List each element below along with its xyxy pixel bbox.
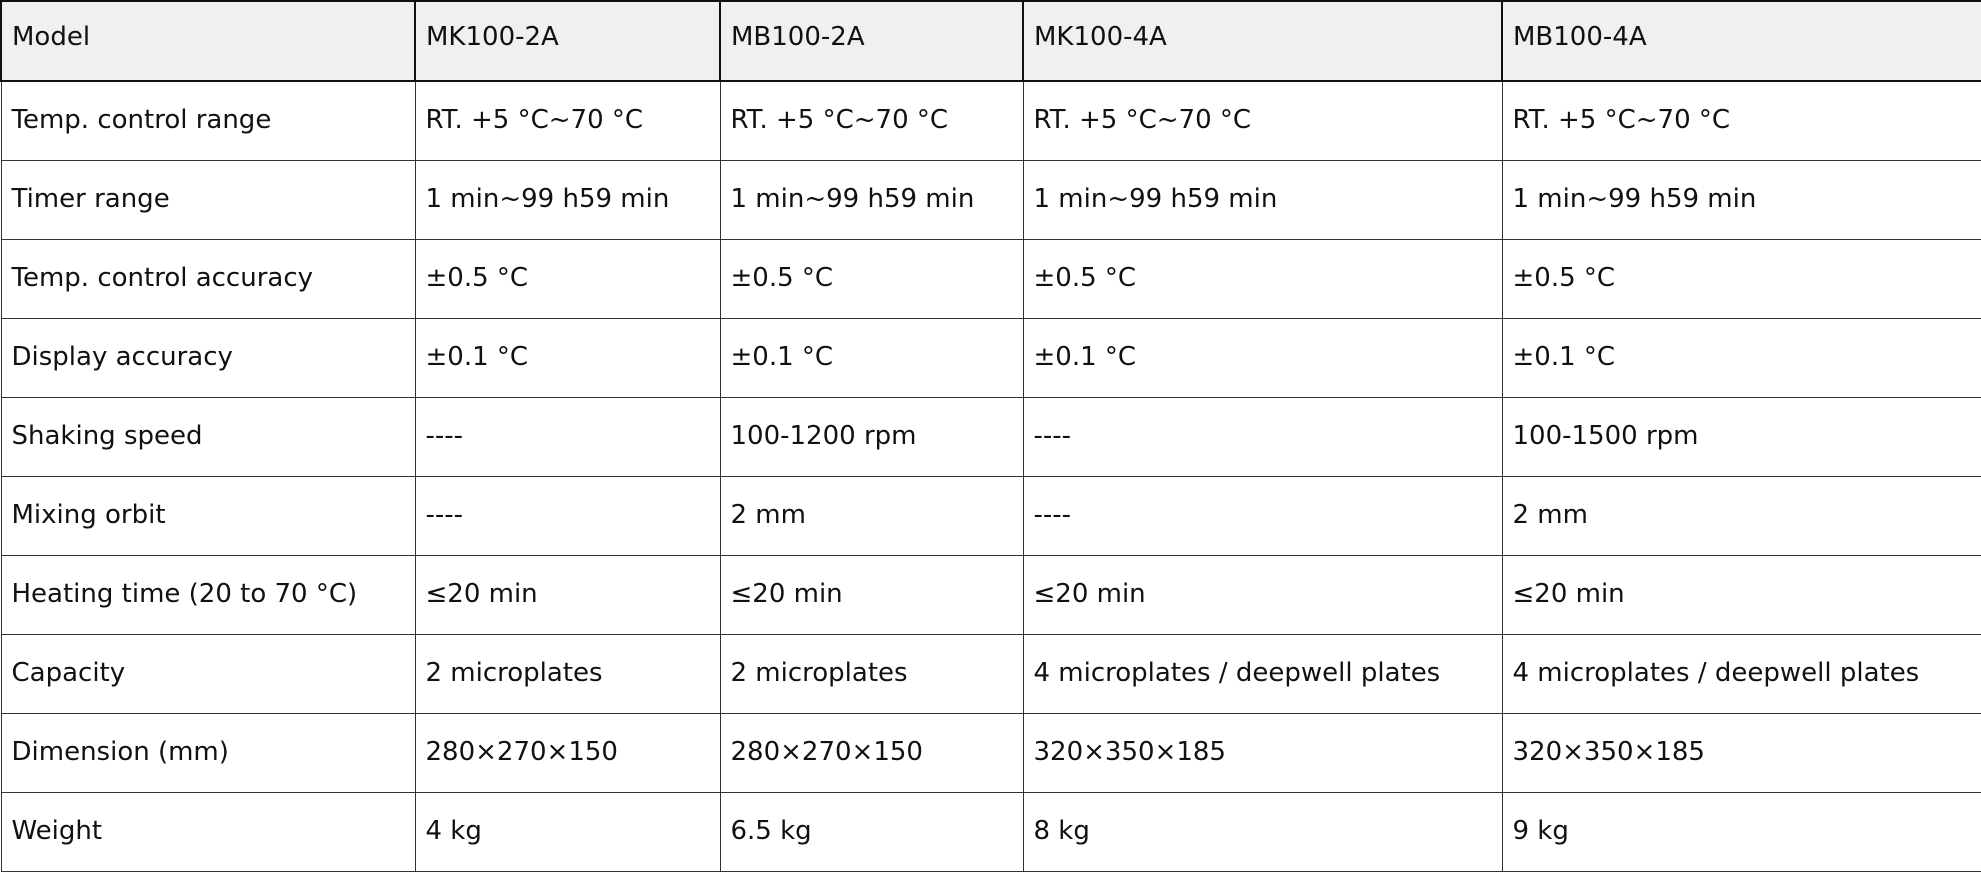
table-cell: RT. +5 °C~70 °C xyxy=(1501,80,1981,161)
table-row: Timer range 1 min~99 h59 min 1 min~99 h59 … xyxy=(0,159,1981,240)
header-cell: MB100-4A xyxy=(1501,0,1981,82)
row-label: Mixing orbit xyxy=(0,475,416,556)
table-row: Capacity 2 microplates 2 microplates 4 micr… xyxy=(0,633,1981,714)
table-cell: 100-1200 rpm xyxy=(719,396,1024,477)
table-row: Shaking speed ---- 100-1200 rpm ---- 100-150… xyxy=(0,396,1981,477)
table-cell: 4 microplates / deepwell plates xyxy=(1501,633,1981,714)
table-cell: 2 microplates xyxy=(719,633,1024,714)
table-cell: 1 min~99 h59 min xyxy=(414,159,721,240)
table-cell: ±0.5 °C xyxy=(719,238,1024,319)
table-header: Model MK100-2A MB100-2A MK100-4A MB100-4A xyxy=(0,0,1981,82)
header-cell: MK100-4A xyxy=(1022,0,1503,82)
header-cell: Model xyxy=(0,0,416,82)
row-label: Heating time (20 to 70 °C) xyxy=(0,554,416,635)
row-label: Weight xyxy=(0,791,416,872)
table-cell: ≤20 min xyxy=(414,554,721,635)
table-cell: ≤20 min xyxy=(1022,554,1503,635)
table-row: Weight 4 kg 6.5 kg 8 kg 9 kg xyxy=(0,791,1981,872)
row-label: Temp. control accuracy xyxy=(0,238,416,319)
table-cell: 280×270×150 xyxy=(414,712,721,793)
table-cell: ≤20 min xyxy=(1501,554,1981,635)
row-label: Timer range xyxy=(0,159,416,240)
row-label: Capacity xyxy=(0,633,416,714)
table-cell: ≤20 min xyxy=(719,554,1024,635)
table-cell: 280×270×150 xyxy=(719,712,1024,793)
table-cell: ---- xyxy=(414,475,721,556)
table-row: Temp. control accuracy ±0.5 °C ±0.5 °C ±0.5… xyxy=(0,238,1981,319)
header-cell: MB100-2A xyxy=(719,0,1024,82)
table-cell: 4 microplates / deepwell plates xyxy=(1022,633,1503,714)
table-row: Display accuracy ±0.1 °C ±0.1 °C ±0.1 °C ±0.… xyxy=(0,317,1981,398)
table-cell: 2 mm xyxy=(1501,475,1981,556)
table-cell: 4 kg xyxy=(414,791,721,872)
table-cell: RT. +5 °C~70 °C xyxy=(414,80,721,161)
row-label: Temp. control range xyxy=(0,80,416,161)
table-cell: 2 microplates xyxy=(414,633,721,714)
table-row: Dimension (mm) 280×270×150 280×270×150 320×… xyxy=(0,712,1981,793)
table-cell: ---- xyxy=(414,396,721,477)
table-row: Temp. control range RT. +5 °C~70 °C RT. +5… xyxy=(0,80,1981,161)
table-cell: ±0.5 °C xyxy=(414,238,721,319)
table-cell: 320×350×185 xyxy=(1501,712,1981,793)
table-cell: 1 min~99 h59 min xyxy=(1501,159,1981,240)
table-cell: RT. +5 °C~70 °C xyxy=(719,80,1024,161)
table-cell: ±0.1 °C xyxy=(1022,317,1503,398)
table-cell: 320×350×185 xyxy=(1022,712,1503,793)
table-cell: 1 min~99 h59 min xyxy=(719,159,1024,240)
table-cell: ±0.1 °C xyxy=(719,317,1024,398)
table-cell: ±0.5 °C xyxy=(1501,238,1981,319)
table-cell: 8 kg xyxy=(1022,791,1503,872)
table-cell: 9 kg xyxy=(1501,791,1981,872)
header-cell: MK100-2A xyxy=(414,0,721,82)
row-label: Display accuracy xyxy=(0,317,416,398)
table-body: Temp. control range RT. +5 °C~70 °C RT. +5… xyxy=(0,80,1981,872)
table-cell: 100-1500 rpm xyxy=(1501,396,1981,477)
row-label: Shaking speed xyxy=(0,396,416,477)
table-row: Heating time (20 to 70 °C) ≤20 min ≤20 min… xyxy=(0,554,1981,635)
table-cell: ±0.1 °C xyxy=(1501,317,1981,398)
table-cell: ---- xyxy=(1022,396,1503,477)
table-cell: 6.5 kg xyxy=(719,791,1024,872)
header-row: Model MK100-2A MB100-2A MK100-4A MB100-4A xyxy=(0,0,1981,82)
table-cell: ±0.1 °C xyxy=(414,317,721,398)
table-row: Mixing orbit ---- 2 mm ---- 2 mm xyxy=(0,475,1981,556)
table-cell: ±0.5 °C xyxy=(1022,238,1503,319)
table-cell: ---- xyxy=(1022,475,1503,556)
table-cell: 2 mm xyxy=(719,475,1024,556)
row-label: Dimension (mm) xyxy=(0,712,416,793)
table-cell: 1 min~99 h59 min xyxy=(1022,159,1503,240)
table-cell: RT. +5 °C~70 °C xyxy=(1022,80,1503,161)
